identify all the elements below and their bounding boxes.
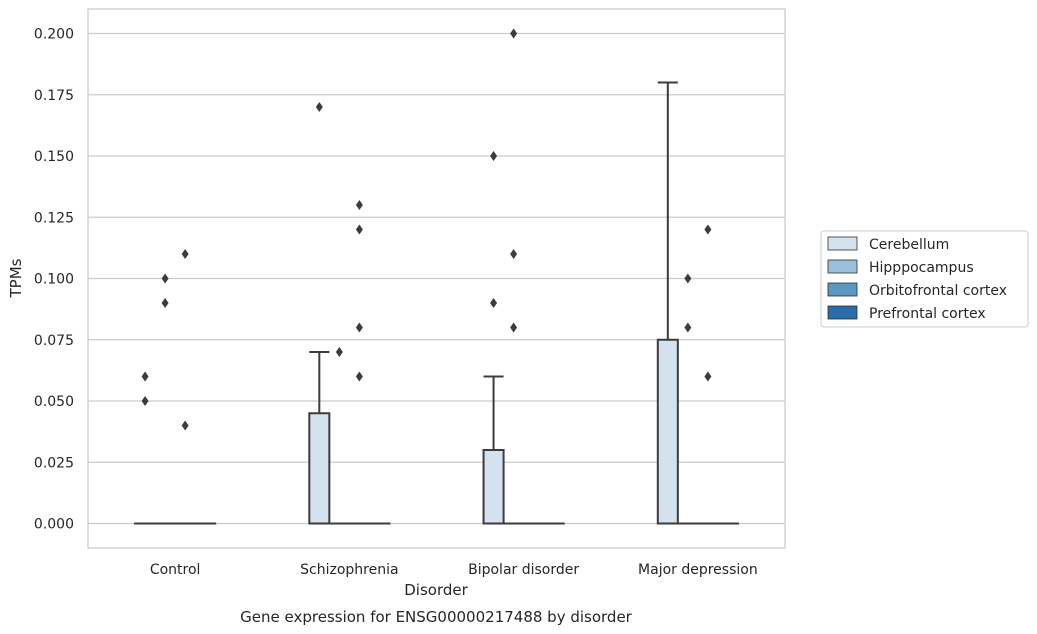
- outlier-point: [510, 28, 518, 39]
- box-1-2: [154, 273, 177, 525]
- x-tick-label: Control: [150, 562, 201, 578]
- box-4-2: [676, 273, 699, 525]
- legend-swatch: [827, 305, 858, 320]
- outlier-point: [704, 371, 712, 382]
- grid-layer: [88, 32, 785, 525]
- outlier-point: [704, 224, 712, 235]
- box-2-1: [308, 102, 331, 525]
- outlier-point: [510, 249, 518, 259]
- box-3-1: [482, 151, 505, 525]
- plot-area-frame: [87, 8, 786, 549]
- y-tick-label: 0.050: [34, 394, 74, 410]
- boxes-layer: [134, 28, 739, 525]
- y-tick-label: 0.075: [34, 333, 74, 349]
- legend: Cerebellum Hipppocampus Orbitofrontal cort…: [820, 230, 1029, 328]
- x-tick-label: Major depression: [638, 562, 758, 578]
- y-tick-labels: 0.000 0.025 0.050 0.075 0.100 0.125 0.150 0.175…: [34, 27, 74, 533]
- box-body: [482, 449, 505, 525]
- outlier-point: [161, 273, 169, 284]
- outlier-point: [684, 322, 692, 333]
- y-axis-title: TPMs: [7, 258, 25, 298]
- legend-label: Orbitofrontal cortex: [869, 283, 1007, 299]
- outlier-point: [181, 249, 189, 259]
- y-tick-label: 0.000: [34, 517, 74, 533]
- x-tick-label: Bipolar disorder: [468, 562, 579, 578]
- outlier-point: [355, 224, 363, 235]
- legend-swatch: [827, 282, 858, 297]
- legend-swatch: [827, 259, 858, 274]
- legend-label: Prefrontal cortex: [869, 306, 986, 322]
- y-tick-label: 0.175: [34, 88, 74, 104]
- outlier-point: [141, 371, 149, 382]
- legend-label: Hipppocampus: [869, 260, 974, 276]
- y-tick-label: 0.150: [34, 149, 74, 165]
- y-tick-label: 0.100: [34, 272, 74, 288]
- box-1-1: [134, 371, 157, 525]
- y-tick-label: 0.125: [34, 210, 74, 226]
- box-4-3: [696, 224, 719, 525]
- legend-frame: [820, 230, 1029, 328]
- x-tick-label: Schizophrenia: [300, 562, 398, 578]
- legend-swatch: [827, 236, 858, 251]
- box-2-2: [328, 347, 351, 525]
- outlier-point: [355, 200, 363, 210]
- outlier-point: [510, 322, 518, 333]
- outlier-point: [335, 347, 343, 357]
- outlier-point: [315, 102, 323, 112]
- y-tick-label: 0.200: [34, 27, 74, 43]
- y-tick-label: 0.025: [34, 455, 74, 471]
- outlier-point: [141, 396, 149, 406]
- outlier-point: [355, 322, 363, 333]
- box-body: [656, 338, 679, 525]
- chart-caption: Gene expression for ENSG00000217488 by d…: [240, 608, 633, 626]
- outlier-point: [684, 273, 692, 284]
- box-1-3: [174, 249, 197, 525]
- outlier-point: [490, 298, 498, 308]
- legend-label: Cerebellum: [869, 237, 949, 253]
- box-4-1: [656, 81, 679, 525]
- box-body: [308, 412, 331, 525]
- outlier-point: [181, 420, 189, 431]
- x-tick-labels: Control Schizophrenia Bipolar disorder Majo…: [150, 562, 758, 578]
- outlier-point: [490, 151, 498, 161]
- outlier-point: [355, 371, 363, 382]
- box-3-2: [502, 28, 525, 525]
- outlier-point: [161, 298, 169, 308]
- x-axis-title: Disorder: [404, 581, 468, 599]
- box-2-3: [348, 200, 371, 525]
